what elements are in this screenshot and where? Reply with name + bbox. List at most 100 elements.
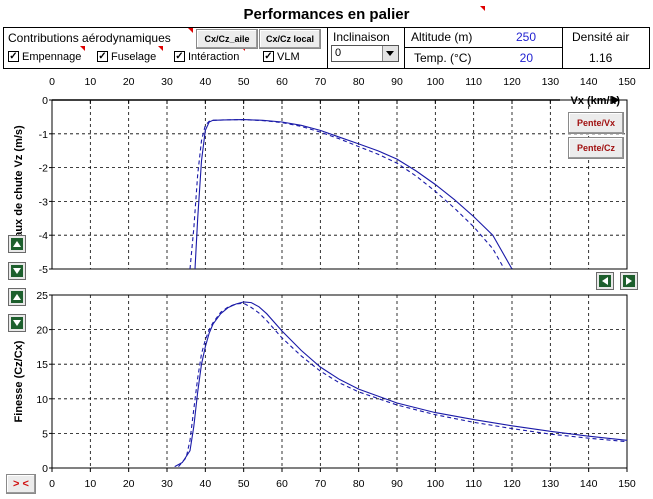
densite-value: 1.16 bbox=[589, 51, 613, 65]
arrow-up-icon bbox=[13, 241, 21, 247]
divider bbox=[562, 27, 563, 69]
temp-value[interactable]: 20 bbox=[519, 51, 533, 65]
y-tick-label: -1 bbox=[39, 129, 48, 141]
x-tick-label: 30 bbox=[161, 478, 173, 490]
y-tick-label: 0 bbox=[42, 463, 48, 475]
x-tick-label: 100 bbox=[427, 76, 445, 88]
x-tick-label: 80 bbox=[353, 478, 365, 490]
scroll-right-button[interactable] bbox=[620, 272, 638, 290]
temp-label: Temp. (°C) bbox=[414, 51, 472, 65]
arrow-down-icon bbox=[13, 268, 21, 274]
arrow-down-icon bbox=[13, 320, 21, 326]
x-tick-label: 10 bbox=[84, 76, 96, 88]
comment-marker bbox=[188, 28, 193, 33]
series-line-dashed bbox=[189, 119, 505, 270]
checkbox-empennage[interactable]: ✓ bbox=[8, 51, 19, 62]
y-tick-label: 5 bbox=[42, 428, 48, 440]
series-line-dashed bbox=[178, 302, 628, 467]
x-tick-label: 100 bbox=[427, 478, 445, 490]
x-tick-label: 30 bbox=[161, 76, 173, 88]
checkbox-fuselage[interactable]: ✓ bbox=[97, 51, 108, 62]
x-tick-label: 110 bbox=[465, 478, 482, 490]
x-tick-label: 0 bbox=[49, 76, 55, 88]
x-tick-label: 130 bbox=[542, 76, 560, 88]
densite-label: Densité air bbox=[572, 30, 630, 44]
x-tick-label: 140 bbox=[580, 478, 598, 490]
altitude-value[interactable]: 250 bbox=[515, 30, 536, 44]
checkbox-vlm[interactable]: ✓ bbox=[263, 51, 274, 62]
comment-marker bbox=[80, 46, 85, 51]
x-tick-label: 150 bbox=[618, 478, 636, 490]
inclinaison-dropdown[interactable]: 0 bbox=[331, 45, 399, 62]
divider bbox=[404, 47, 562, 48]
series-line-solid bbox=[174, 301, 628, 468]
x-tick-label: 90 bbox=[391, 76, 403, 88]
scroll-up-button-2[interactable] bbox=[8, 288, 26, 306]
checkbox-interaction-label: Intéraction bbox=[188, 51, 240, 63]
x-tick-label: 40 bbox=[199, 478, 211, 490]
plot-area bbox=[51, 294, 628, 469]
checkbox-fuselage-label: Fuselage bbox=[111, 51, 157, 63]
y-tick-label: 25 bbox=[36, 290, 48, 302]
scroll-left-button[interactable] bbox=[596, 272, 614, 290]
contributions-label: Contributions aérodynamiques bbox=[8, 31, 171, 45]
checkbox-vlm-label: VLM bbox=[277, 51, 300, 63]
scroll-up-button[interactable] bbox=[8, 235, 26, 253]
x-tick-label: 90 bbox=[391, 478, 403, 490]
comment-marker bbox=[480, 6, 485, 11]
x-tick-label: 150 bbox=[618, 76, 636, 88]
x-tick-label: 0 bbox=[49, 478, 55, 490]
pente-cz-button[interactable]: Pente/Cz bbox=[568, 137, 624, 159]
inclinaison-value: 0 bbox=[335, 47, 342, 59]
altitude-label: Altitude (m) bbox=[411, 30, 473, 44]
x-tick-label: 140 bbox=[580, 76, 598, 88]
y-tick-label: -5 bbox=[39, 264, 48, 276]
y-tick-label: 0 bbox=[42, 95, 48, 107]
x-tick-label: 110 bbox=[465, 76, 482, 88]
y-axis-label: Taux de chute Vz (m/s) bbox=[13, 125, 25, 244]
x-tick-label: 120 bbox=[503, 76, 521, 88]
header-panel bbox=[3, 27, 650, 69]
x-tick-label: 50 bbox=[238, 478, 250, 490]
x-tick-label: 80 bbox=[353, 76, 365, 88]
x-tick-label: 40 bbox=[199, 76, 211, 88]
divider bbox=[327, 27, 328, 69]
arrow-left-icon bbox=[602, 277, 608, 285]
divider bbox=[404, 27, 405, 69]
x-tick-label: 70 bbox=[314, 478, 326, 490]
y-tick-label: 15 bbox=[36, 359, 48, 371]
x-tick-label: 20 bbox=[123, 76, 135, 88]
y-tick-label: -4 bbox=[39, 230, 48, 242]
pente-vx-button[interactable]: Pente/Vx bbox=[568, 112, 624, 134]
scroll-down-button-2[interactable] bbox=[8, 314, 26, 332]
cxcz-local-button[interactable]: Cx/Cz local bbox=[259, 29, 321, 49]
x-tick-label: 50 bbox=[238, 76, 250, 88]
y-axis-label: Finesse (Cz/Cx) bbox=[13, 340, 25, 422]
chart-finesse: 0 10 20 30 40 50 60 70 80 90 100 110 120 130 140 150 0 5 1… bbox=[13, 290, 636, 490]
y-tick-label: -3 bbox=[39, 196, 48, 208]
cxcz-aile-button[interactable]: Cx/Cz_aile bbox=[196, 29, 258, 49]
swap-button[interactable]: > < bbox=[6, 474, 36, 494]
inclinaison-label: Inclinaison bbox=[333, 30, 390, 44]
x-tick-label: 60 bbox=[276, 76, 288, 88]
chevron-down-icon[interactable] bbox=[382, 46, 398, 61]
x-axis-arrow-icon bbox=[612, 96, 620, 104]
comment-marker bbox=[158, 46, 163, 51]
y-tick-label: 10 bbox=[36, 394, 48, 406]
y-tick-label: -2 bbox=[39, 163, 48, 175]
x-axis-label: Vx (km/h) bbox=[570, 95, 620, 107]
arrow-right-icon bbox=[626, 277, 632, 285]
x-tick-label: 10 bbox=[84, 478, 96, 490]
checkbox-interaction[interactable]: ✓ bbox=[174, 51, 185, 62]
scroll-down-button[interactable] bbox=[8, 262, 26, 280]
chart-vz: 0 10 20 30 40 50 60 70 80 90 100 110 120 130 140 150 0 -1… bbox=[13, 76, 636, 276]
arrow-up-icon bbox=[13, 294, 21, 300]
x-tick-label: 70 bbox=[314, 76, 326, 88]
x-tick-label: 20 bbox=[123, 478, 135, 490]
page-title: Performances en palier bbox=[243, 6, 410, 23]
y-tick-label: 20 bbox=[36, 325, 48, 337]
x-tick-label: 130 bbox=[542, 478, 560, 490]
x-tick-label: 120 bbox=[503, 478, 521, 490]
plot-area bbox=[51, 99, 628, 270]
